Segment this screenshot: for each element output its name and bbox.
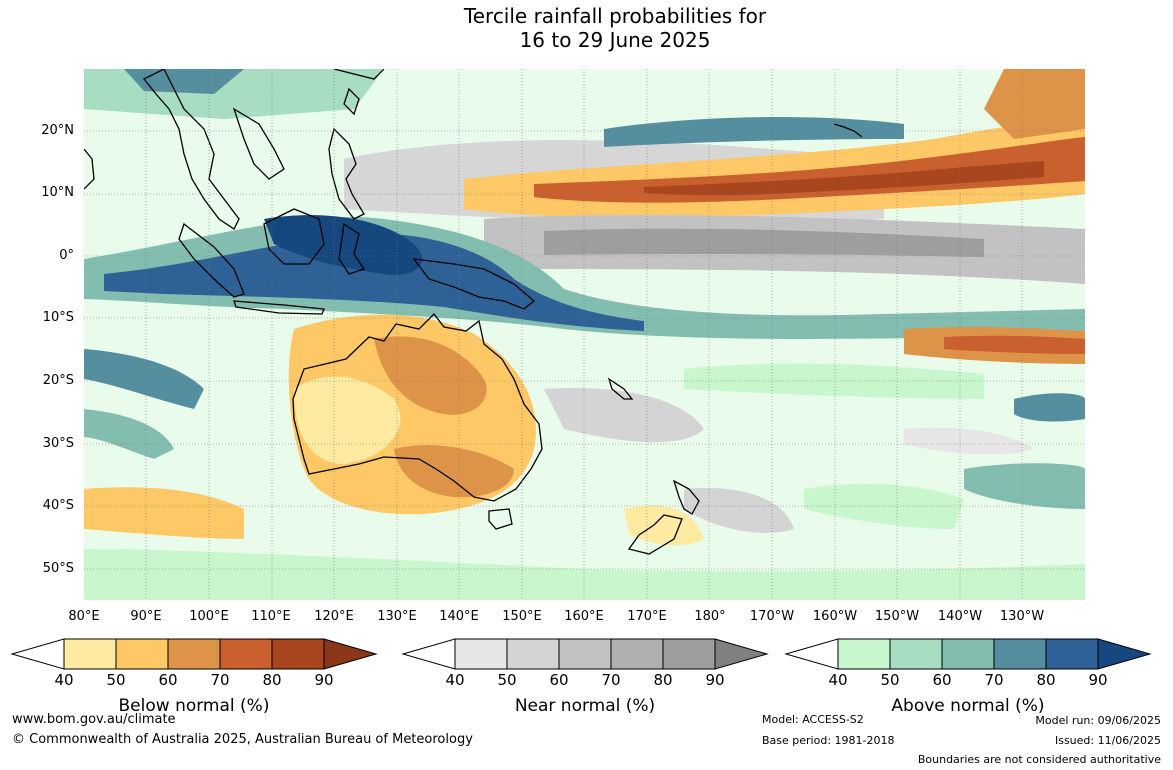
cbar-near-seg-2 — [506, 638, 560, 670]
lat-label-0: 0° — [59, 248, 74, 263]
below-normal-colorbar — [10, 638, 378, 670]
base-period-text: Base period: 1981-2018 — [762, 734, 895, 747]
cbar-near-tick: 90 — [705, 671, 725, 689]
cbar-above-seg-4 — [993, 638, 1047, 670]
grid-lines — [84, 69, 1085, 600]
cbar-near-high-triangle — [714, 638, 769, 670]
cbar-below-seg-4 — [219, 638, 273, 670]
lon-label-170w: 170°W — [749, 609, 795, 624]
lat-label-30s: 30°S — [42, 436, 74, 451]
lat-label-40s: 40°S — [42, 498, 74, 513]
cbar-below-seg-2 — [115, 638, 169, 670]
lon-label-90e: 90°E — [130, 609, 162, 624]
cbar-below-seg-1 — [63, 638, 117, 670]
cbar-near-tick: 60 — [549, 671, 569, 689]
cbar-below-tick: 40 — [54, 671, 74, 689]
lon-label-170e: 170°E — [627, 609, 667, 624]
cbar-above-title: Above normal (%) — [891, 696, 1045, 716]
lon-label-130e: 130°E — [377, 609, 417, 624]
cbar-below-tick: 50 — [106, 671, 126, 689]
cbar-above-tick: 70 — [984, 671, 1004, 689]
cbar-near-tick: 70 — [601, 671, 621, 689]
lat-label-20s: 20°S — [42, 373, 74, 388]
lon-label-150e: 150°E — [502, 609, 542, 624]
cbar-above-tick: 80 — [1036, 671, 1056, 689]
cbar-below-title: Below normal (%) — [118, 696, 270, 716]
cbar-below-seg-3 — [167, 638, 221, 670]
lon-label-130w: 130°W — [999, 609, 1045, 624]
lon-label-160e: 160°E — [564, 609, 604, 624]
lat-label-50s: 50°S — [42, 561, 74, 576]
cbar-near-low-triangle — [401, 638, 456, 670]
cbar-near-seg-3 — [558, 638, 612, 670]
lon-label-150w: 150°W — [874, 609, 920, 624]
cbar-above-tick: 90 — [1088, 671, 1108, 689]
cbar-below-tick: 90 — [314, 671, 334, 689]
cbar-above-seg-3 — [941, 638, 995, 670]
cbar-below-high-triangle — [323, 638, 378, 670]
cbar-near-title: Near normal (%) — [514, 696, 656, 716]
lon-label-140w: 140°W — [937, 609, 983, 624]
lat-label-10s: 10°S — [42, 310, 74, 325]
cbar-above-tick: 60 — [932, 671, 952, 689]
cbar-above-seg-5 — [1045, 638, 1099, 670]
cbar-above-tick: 50 — [880, 671, 900, 689]
cbar-near-seg-5 — [662, 638, 716, 670]
probability-map — [84, 69, 1085, 600]
cbar-below-tick: 80 — [262, 671, 282, 689]
cbar-below-tick: 60 — [158, 671, 178, 689]
title-line-2: 16 to 29 June 2025 — [519, 28, 711, 52]
cbar-near-seg-1 — [454, 638, 508, 670]
cbar-near-tick: 40 — [445, 671, 465, 689]
title-line-1: Tercile rainfall probabilities for — [463, 4, 767, 28]
cbar-above-tick: 40 — [828, 671, 848, 689]
lon-label-110e: 110°E — [251, 609, 291, 624]
disclaimer-text: Boundaries are not considered authoritat… — [917, 753, 1161, 766]
copyright-text: © Commonwealth of Australia 2025, Austra… — [12, 732, 473, 747]
above-normal-colorbar — [784, 638, 1152, 670]
cbar-near-seg-4 — [610, 638, 664, 670]
cbar-below-seg-5 — [271, 638, 325, 670]
lon-label-120e: 120°E — [314, 609, 354, 624]
map-canvas — [84, 69, 1085, 600]
cbar-near-tick: 80 — [653, 671, 673, 689]
model-text: Model: ACCESS-S2 — [762, 713, 864, 726]
cbar-above-seg-1 — [837, 638, 891, 670]
lat-label-10n: 10°N — [41, 185, 74, 200]
cbar-above-high-triangle — [1097, 638, 1152, 670]
lon-label-80e: 80°E — [68, 609, 100, 624]
lon-label-180: 180° — [694, 609, 726, 624]
near-normal-colorbar — [401, 638, 769, 670]
cbar-above-seg-2 — [889, 638, 943, 670]
cbar-below-low-triangle — [10, 638, 65, 670]
lon-label-140e: 140°E — [439, 609, 479, 624]
cbar-above-low-triangle — [784, 638, 839, 670]
cbar-near-tick: 50 — [497, 671, 517, 689]
map-background-patches — [84, 69, 1085, 600]
model-run-text: Model run: 09/06/2025 — [1035, 714, 1161, 727]
cbar-below-tick: 70 — [210, 671, 230, 689]
lon-label-160w: 160°W — [812, 609, 858, 624]
coastlines — [84, 69, 863, 555]
lat-label-20n: 20°N — [41, 123, 74, 138]
issued-text: Issued: 11/06/2025 — [1054, 734, 1161, 747]
map-title: Tercile rainfall probabilities for 16 to… — [0, 4, 1173, 52]
lon-label-100e: 100°E — [189, 609, 229, 624]
website-link[interactable]: www.bom.gov.au/climate — [12, 712, 176, 727]
